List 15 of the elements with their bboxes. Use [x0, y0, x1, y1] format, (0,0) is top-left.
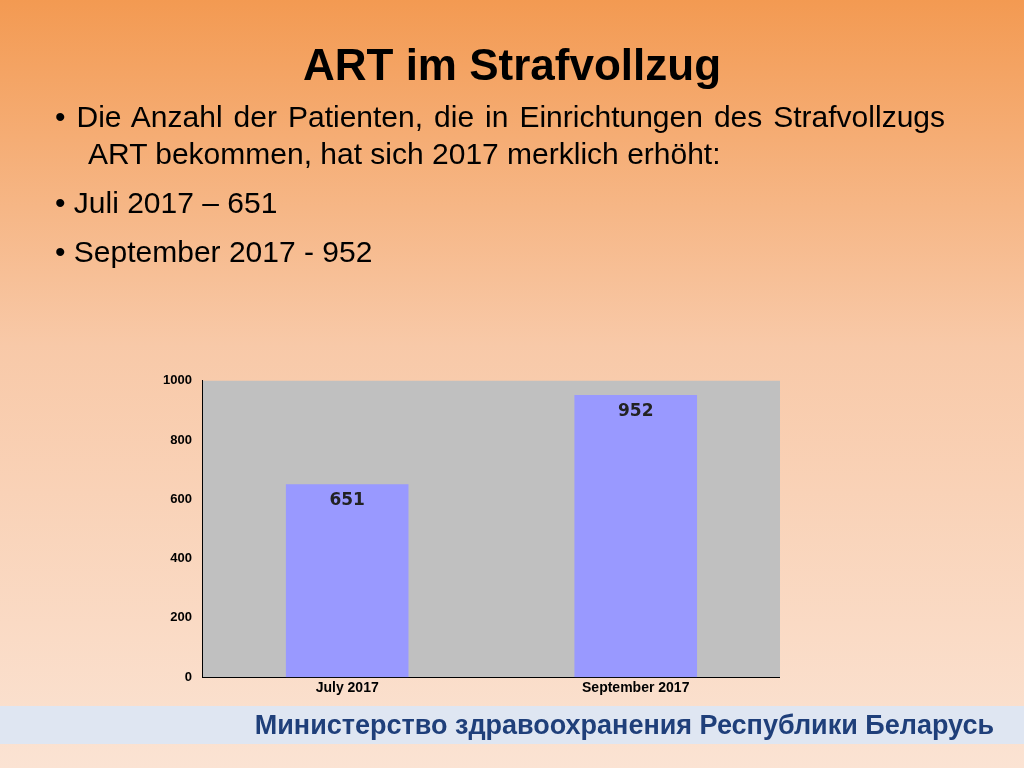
text: • Juli 2017 – 651: [55, 185, 279, 221]
y-tick-label: 800: [170, 431, 192, 447]
y-tick-label: 600: [170, 490, 192, 506]
text: Министерство здравоохранения Республики Беларусь: [0, 706, 1024, 744]
y-tick-label: 1000: [163, 372, 192, 388]
text: • Die Anzahl der Patienten, die in Einrichtungen des Strafvollzugs ART bekommen, hat sich 2017 merklich erhöht:: [55, 99, 945, 172]
y-tick-label: 400: [170, 550, 192, 566]
y-tick-label: 0: [184, 668, 192, 684]
y-tick-label: 200: [170, 609, 192, 625]
chart-title: ART im Strafvollzug: [302, 40, 722, 90]
data-label: 952: [617, 399, 654, 420]
data-label: 651: [329, 489, 365, 510]
text: • September 2017 - 952: [55, 234, 374, 270]
x-tick-label: July 2017: [315, 679, 379, 696]
x-tick-label: September 2017: [582, 679, 690, 696]
